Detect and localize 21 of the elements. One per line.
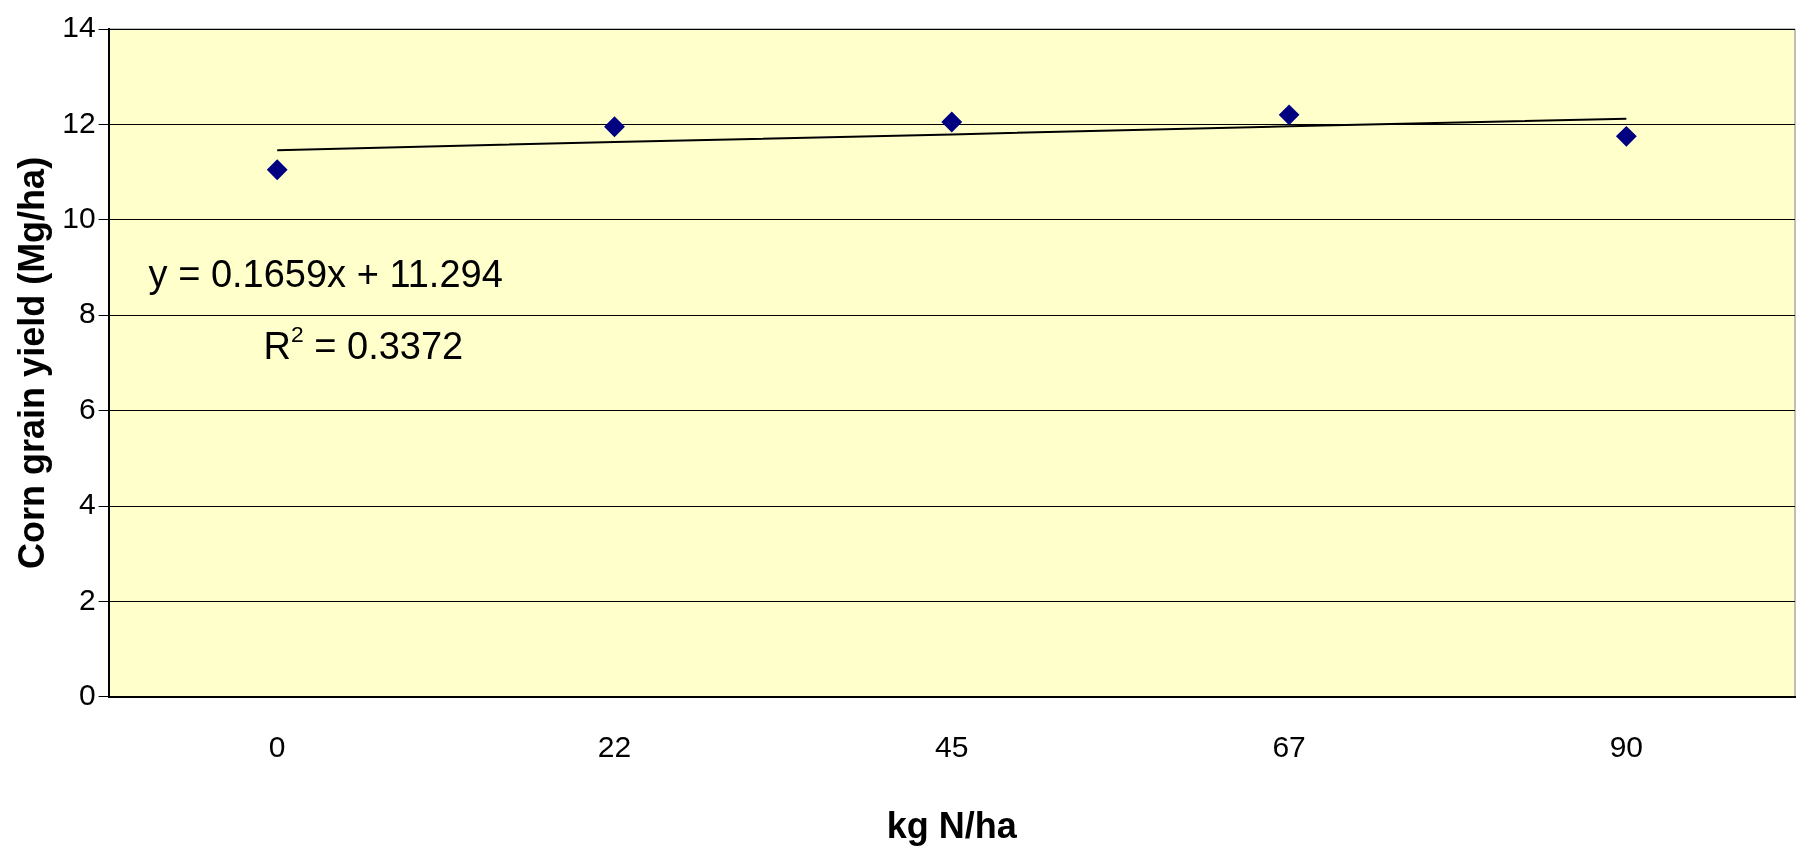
y-tick-label: 2 [78,582,96,616]
x-tick-label: 0 [268,730,286,764]
x-tick-label: 45 [935,730,969,764]
annotation: y = 0.1659x + 11.294 [148,253,503,295]
x-tick-label: 22 [597,730,632,764]
point [941,112,962,133]
y-tick-label: 0 [78,678,96,712]
y-tick-label: 14 [62,10,96,44]
point [1616,126,1637,147]
y-tick-label: 12 [62,105,96,139]
x-tick-label: 90 [1609,730,1644,764]
y-tick-label: 4 [78,487,96,521]
point [1279,104,1300,125]
y-tick-label: 6 [78,391,96,425]
y-tick-label: 8 [78,296,96,330]
point [267,159,288,180]
point [604,116,625,137]
y-axis-title: Corn grain yield (Mg/ha) [10,156,52,569]
x-axis-title: kg N/ha [886,805,1018,847]
y-tick-label: 10 [62,201,96,235]
x-tick-label: 67 [1272,730,1306,764]
